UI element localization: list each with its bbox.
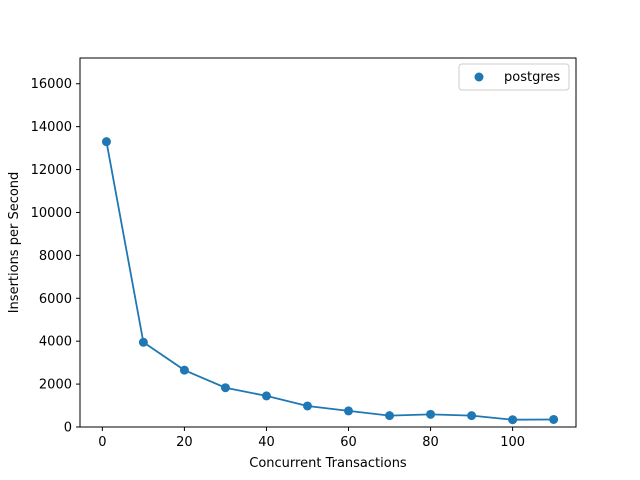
legend-label-postgres: postgres: [504, 70, 560, 85]
y-tick-label: 4000: [39, 335, 72, 350]
series-layer: [101, 137, 559, 425]
x-tick-label: 20: [176, 435, 193, 450]
y-tick-label: 2000: [39, 378, 72, 393]
data-point: [101, 137, 111, 147]
axes-frame: [79, 57, 577, 428]
x-tick-label: 80: [422, 435, 439, 450]
x-tick-label: 40: [258, 435, 275, 450]
legend: postgres: [458, 63, 570, 91]
y-tick-label: 8000: [39, 249, 72, 264]
data-point: [385, 411, 395, 421]
series-line-postgres: [105, 141, 554, 421]
x-tick-label: 0: [98, 435, 106, 450]
x-tick-label: 60: [340, 435, 357, 450]
x-axis-ticks: 0 20 40 60 80 100: [98, 427, 525, 450]
data-point: [508, 415, 518, 425]
data-point: [220, 383, 230, 393]
x-axis-label: Concurrent Transactions: [249, 456, 407, 471]
data-point: [344, 406, 354, 416]
y-axis-label: Insertions per Second: [7, 172, 22, 314]
data-point: [549, 414, 559, 424]
data-point: [179, 365, 189, 375]
y-tick-label: 10000: [31, 206, 72, 221]
y-axis-ticks: 0 2000 4000 6000 8000 10000 12000 14000 16000: [31, 77, 80, 436]
data-point: [302, 401, 312, 411]
data-point: [261, 391, 271, 401]
x-tick-label: 100: [500, 435, 525, 450]
y-tick-label: 16000: [31, 77, 72, 92]
data-point: [138, 337, 148, 347]
y-tick-label: 0: [64, 421, 72, 436]
y-tick-label: 12000: [31, 163, 72, 178]
y-tick-label: 14000: [31, 120, 72, 135]
data-point: [467, 411, 477, 421]
data-point: [426, 409, 436, 419]
y-tick-label: 6000: [39, 292, 72, 307]
legend-box: [458, 63, 570, 91]
legend-marker: [474, 72, 484, 82]
